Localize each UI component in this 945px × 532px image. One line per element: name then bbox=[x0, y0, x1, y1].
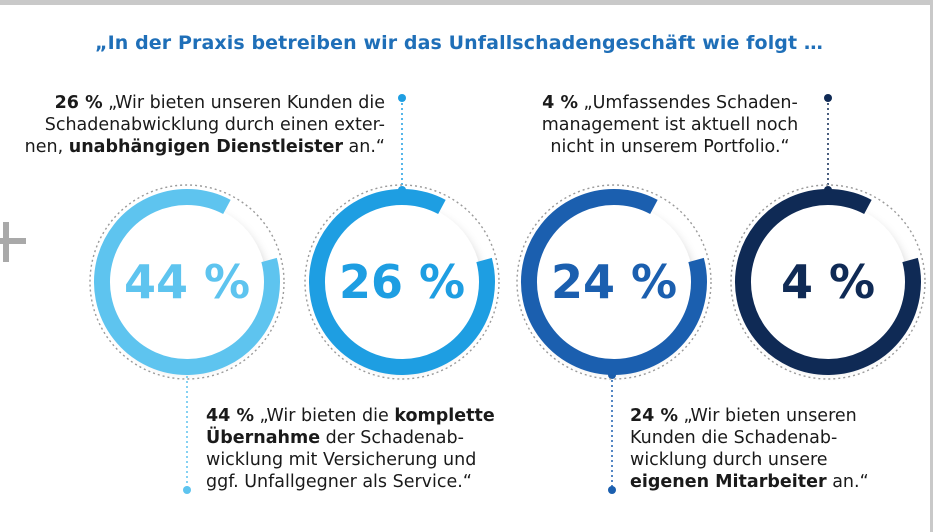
ring-26-plate bbox=[323, 203, 481, 361]
ring-26: 26 % bbox=[304, 184, 500, 380]
callout-24-line3: wicklung durch unsere bbox=[630, 450, 828, 470]
ring-26-track bbox=[304, 184, 500, 380]
callout-26-percent: 26 % bbox=[54, 93, 103, 113]
ring-24-arc bbox=[521, 189, 707, 375]
connector-26-dot-1 bbox=[398, 94, 406, 102]
ring-24-label: 24 % bbox=[551, 255, 677, 309]
ring-24: 24 % bbox=[516, 184, 712, 380]
callout-26-line3-bold: unabhängigen Dienstleister bbox=[68, 137, 343, 157]
callout-4-line3: nicht in unserem Portfolio.“ bbox=[550, 137, 790, 157]
callout-44-line2-bold: Übernahme bbox=[206, 428, 321, 448]
callout-26-line1: „Wir bieten unseren Kunden die bbox=[102, 93, 385, 113]
connector-4-dot-1 bbox=[824, 94, 832, 102]
ring-24-track bbox=[516, 184, 712, 380]
ring-24-plate bbox=[535, 203, 693, 361]
callout-44-line1-bold: komplette bbox=[394, 406, 495, 426]
ring-4: 4 % bbox=[730, 184, 926, 380]
ring-44: 44 % bbox=[89, 184, 285, 380]
connector-24-dot-2 bbox=[608, 486, 616, 494]
ring-4-arc bbox=[735, 189, 921, 375]
plus-icon bbox=[0, 222, 26, 262]
callout-4-line1: „Umfassendes Schaden- bbox=[577, 93, 798, 113]
callout-26-line3-pre: nen, bbox=[24, 137, 69, 157]
ring-44-arc bbox=[94, 189, 280, 375]
connector-44-dot-2 bbox=[183, 486, 191, 494]
callout-4-percent: 4 % bbox=[542, 93, 578, 113]
ring-44-plate bbox=[108, 203, 266, 361]
callout-44-percent: 44 % bbox=[206, 406, 254, 426]
callout-26-line2: Schadenabwicklung durch einen exter- bbox=[44, 115, 385, 135]
callout-4: 4 % „Umfassendes Schaden- management ist… bbox=[522, 92, 818, 158]
ring-4-track bbox=[730, 184, 926, 380]
ring-26-arc bbox=[309, 189, 495, 375]
callout-44-line2: der Schadenab- bbox=[320, 428, 464, 448]
callout-24-percent: 24 % bbox=[630, 406, 678, 426]
callout-26-line3-post: an.“ bbox=[342, 137, 385, 157]
callout-24-line4: an.“ bbox=[826, 472, 869, 492]
callout-44-line4: ggf. Unfallgegner als Service.“ bbox=[206, 472, 472, 492]
callout-24-line2: Kunden die Schadenab- bbox=[630, 428, 838, 448]
callout-44-line3: wicklung mit Versicherung und bbox=[206, 450, 477, 470]
ring-26-label: 26 % bbox=[339, 255, 465, 309]
callout-24-line1: „Wir bieten unseren bbox=[677, 406, 857, 426]
callout-24-line4-bold: eigenen Mitarbeiter bbox=[630, 472, 827, 492]
chart-title: „In der Praxis betreiben wir das Unfalls… bbox=[95, 32, 824, 54]
callout-44-line1: „Wir bieten die bbox=[253, 406, 395, 426]
right-rule bbox=[930, 0, 933, 532]
ring-4-plate bbox=[749, 203, 907, 361]
ring-44-track bbox=[89, 184, 285, 380]
top-rule bbox=[0, 0, 930, 5]
callout-24: 24 % „Wir bieten unseren Kunden die Scha… bbox=[630, 405, 869, 493]
callout-26: 26 % „Wir bieten unseren Kunden die Scha… bbox=[25, 92, 385, 158]
ring-4-label: 4 % bbox=[781, 255, 875, 309]
callout-4-line2: management ist aktuell noch bbox=[541, 115, 799, 135]
ring-44-label: 44 % bbox=[124, 255, 250, 309]
callout-44: 44 % „Wir bieten die komplette Übernahme… bbox=[206, 405, 495, 493]
